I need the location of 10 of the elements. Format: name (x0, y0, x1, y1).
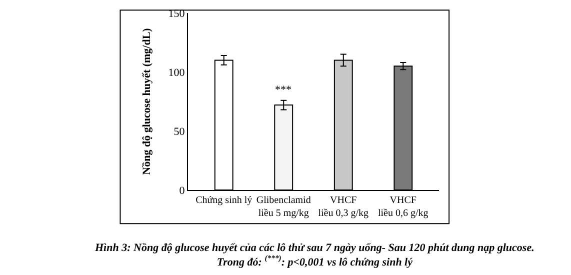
y-tick-label: 50 (174, 126, 186, 138)
y-axis-title: Nồng độ glucose huyết (mg/dL) (140, 28, 153, 175)
y-tick-label: 100 (168, 66, 186, 79)
annotation: *** (275, 84, 292, 96)
x-tick-label: Chứng sinh lý (196, 195, 252, 206)
x-tick-label: VHCF liều 0,6 g/kg (378, 195, 428, 219)
text: Hình 3: Nồng độ glucose huyết của các lô thử sau 7 ngày uống- Sau 120 phút dung nạp glucose. Trong đó: $^{(***)}$: p<0,001 vs lô chứng sinh lý (94, 242, 534, 268)
x-tick-label: Glibenclamid liều 5 mg/kg (256, 195, 311, 219)
x-tick-label: VHCF liều 0,3 g/kg (318, 195, 369, 219)
y-tick-label: 0 (179, 184, 186, 197)
